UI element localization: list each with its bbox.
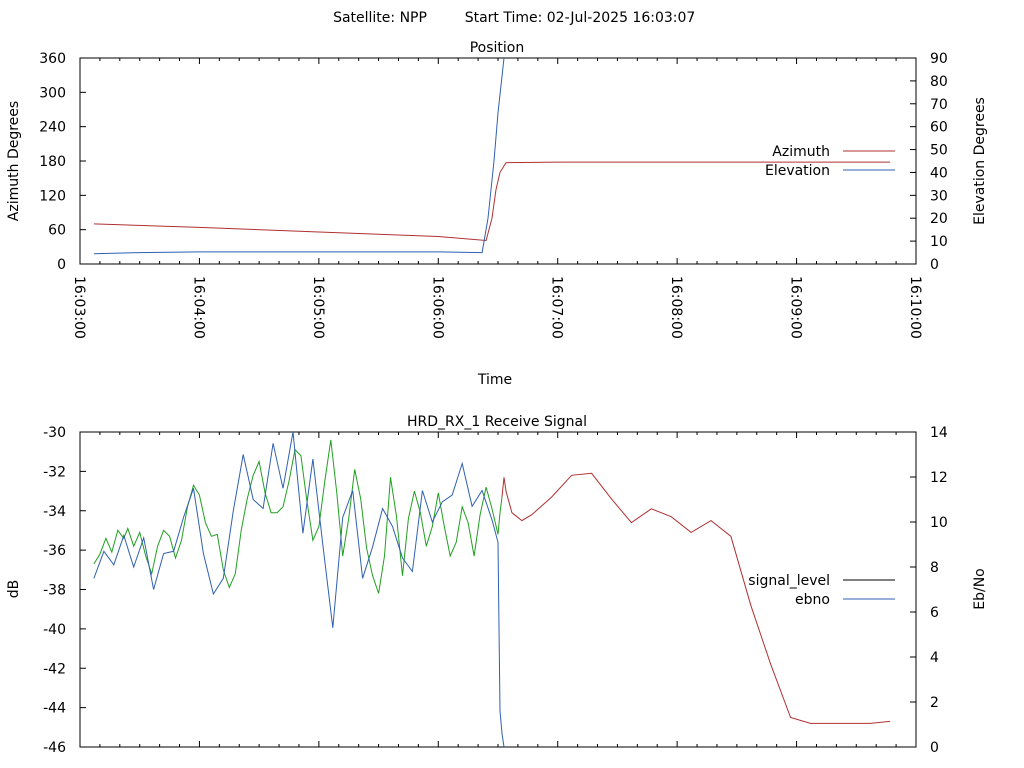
signal-series — [93, 432, 891, 747]
position-x-tick-label: 16:07:00 — [549, 276, 565, 339]
legend-signal-level-label: signal_level — [748, 573, 830, 589]
elevation-line — [93, 58, 505, 255]
azimuth-line — [93, 161, 891, 242]
position-x-tick-label: 16:10:00 — [907, 276, 923, 339]
signal-y2-tick-label: 0 — [930, 740, 939, 756]
position-legend: Azimuth Elevation — [765, 144, 895, 179]
signal-chart-title: HRD_RX_1 Receive Signal — [407, 414, 587, 430]
signal-y2-tick-label: 6 — [930, 605, 939, 621]
signal-y-tick-label: -32 — [43, 464, 66, 480]
signal-y-ticks: -46 -44 -42 -40 -38 -36 -34 -32 -30 — [43, 425, 86, 756]
position-y-ticks: 0 60 120 180 240 300 360 — [39, 51, 86, 273]
position-y2-tick-label: 90 — [930, 51, 948, 67]
signal-level-line-unlocked — [501, 472, 891, 724]
position-x-tick-label: 16:05:00 — [310, 276, 326, 339]
position-y-tick-label: 180 — [39, 154, 66, 170]
position-y2-tick-label: 30 — [930, 188, 948, 204]
signal-y2-tick-label: 2 — [930, 695, 939, 711]
position-y-axis-label: Azimuth Degrees — [6, 101, 22, 221]
position-y2-tick-label: 40 — [930, 165, 948, 181]
signal-y-tick-label: -36 — [43, 543, 66, 559]
legend-ebno-label: ebno — [795, 592, 830, 608]
signal-level-line-locked — [93, 439, 503, 594]
signal-y2-tick-label: 12 — [930, 470, 948, 486]
signal-y2-axis-label: Eb/No — [972, 568, 988, 610]
signal-y-axis-label: dB — [6, 580, 22, 599]
position-x-tick-label: 16:03:00 — [71, 276, 87, 339]
legend-azimuth-label: Azimuth — [772, 144, 830, 160]
position-y-tick-label: 240 — [39, 120, 66, 136]
position-series — [93, 58, 891, 255]
position-plot-frame — [79, 57, 917, 265]
position-y2-tick-label: 10 — [930, 234, 948, 250]
signal-legend: signal_level ebno — [748, 573, 895, 608]
position-y2-tick-label: 0 — [930, 257, 939, 273]
signal-y-tick-label: -38 — [43, 583, 66, 599]
position-y-tick-label: 360 — [39, 51, 66, 67]
position-chart-title: Position — [470, 40, 525, 56]
signal-y-tick-label: -44 — [43, 701, 66, 717]
signal-y2-tick-label: 8 — [930, 560, 939, 576]
position-y2-tick-label: 60 — [930, 120, 948, 136]
position-x-tick-label: 16:06:00 — [429, 276, 445, 339]
legend-elevation-label: Elevation — [765, 163, 830, 179]
signal-y2-tick-label: 14 — [930, 425, 948, 441]
position-y-tick-label: 60 — [48, 223, 66, 239]
signal-y2-ticks: 0 2 4 6 8 10 12 14 — [910, 425, 948, 756]
position-x-axis-label: Time — [477, 372, 512, 388]
position-y2-tick-label: 70 — [930, 97, 948, 113]
signal-y-tick-label: -42 — [43, 661, 66, 677]
signal-y2-tick-label: 4 — [930, 650, 939, 666]
signal-y-tick-label: -30 — [43, 425, 66, 441]
start-time-label: Start Time: 02-Jul-2025 16:03:07 — [465, 10, 696, 26]
signal-y-tick-label: -46 — [43, 740, 66, 756]
signal-y2-tick-label: 10 — [930, 515, 948, 531]
position-y2-axis-label: Elevation Degrees — [972, 97, 988, 225]
signal-plot-frame — [79, 431, 917, 748]
position-y-tick-label: 120 — [39, 188, 66, 204]
signal-x-ticks — [79, 432, 917, 747]
position-x-tick-label: 16:04:00 — [190, 276, 206, 339]
position-y-tick-label: 300 — [39, 85, 66, 101]
ebno-line — [93, 432, 505, 747]
position-x-tick-label: 16:09:00 — [788, 276, 804, 339]
signal-y-tick-label: -40 — [43, 622, 66, 638]
position-chart: Position 0 60 120 180 240 300 360 0 10 20 30 40 50 6… — [6, 40, 988, 388]
position-y2-tick-label: 50 — [930, 143, 948, 159]
position-x-tick-label: 16:08:00 — [668, 276, 684, 339]
position-y-tick-label: 0 — [57, 257, 66, 273]
signal-y-tick-label: -34 — [43, 504, 66, 520]
position-x-ticks: 16:03:00 16:04:00 16:05:00 16:06:00 16:07:00… — [71, 58, 923, 339]
position-y2-tick-label: 20 — [930, 211, 948, 227]
signal-chart: HRD_RX_1 Receive Signal -46-44-42-40-38-… — [6, 414, 988, 756]
satellite-label: Satellite: NPP — [333, 10, 427, 26]
position-y2-ticks: 0 10 20 30 40 50 60 70 80 90 — [910, 51, 948, 273]
position-y2-tick-label: 80 — [930, 74, 948, 90]
